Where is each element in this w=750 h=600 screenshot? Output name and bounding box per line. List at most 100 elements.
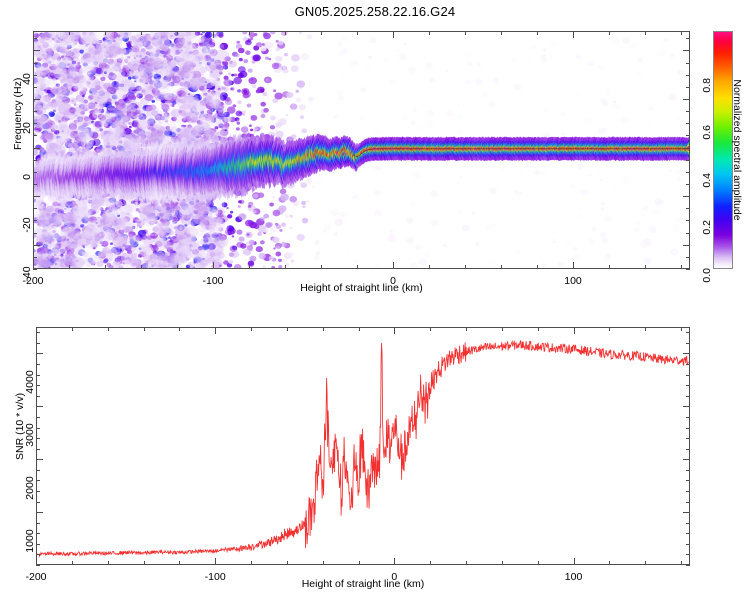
axis-tick-y [686, 256, 690, 258]
axis-tick-y [36, 469, 40, 471]
axis-tick-x [322, 327, 324, 331]
axis-tick-y [686, 533, 690, 535]
axis-tick-y [36, 522, 40, 524]
axis-tick-x [179, 561, 181, 565]
axis-tick-x [33, 31, 34, 38]
axis-tick-x [681, 327, 682, 331]
axis-tick-x [645, 31, 646, 35]
axis-tick-x [322, 561, 324, 565]
snr-panel [36, 327, 690, 565]
snr-y-axis-label: SNR (10 * v/v) [14, 392, 26, 460]
axis-tick-y [686, 385, 690, 387]
axis-tick-y [33, 50, 40, 52]
axis-tick-x [393, 31, 394, 38]
axis-tick-x [251, 561, 252, 565]
axis-tick-y [686, 364, 690, 365]
axis-tick-x [33, 262, 34, 269]
axis-tick-x [645, 327, 647, 331]
axis-tick-x [393, 262, 394, 269]
axis-tick-x [105, 31, 106, 35]
axis-tick-y [36, 512, 43, 514]
axis-tick-x [71, 561, 73, 565]
axis-tick-y [36, 554, 40, 556]
axis-tick-y [36, 342, 40, 344]
axis-tick-y [686, 171, 690, 173]
axis-tick-x [465, 265, 466, 269]
axis-tick-x [286, 561, 288, 565]
axis-tick-y [33, 220, 37, 222]
axis-tick-label-x: -200 [22, 275, 44, 287]
axis-tick-y [683, 406, 690, 408]
axis-tick-y [36, 448, 40, 450]
axis-tick-y [33, 111, 37, 113]
axis-tick-x [215, 558, 217, 565]
axis-tick-x [645, 265, 646, 269]
axis-tick-y [33, 196, 40, 198]
axis-tick-y [686, 232, 690, 234]
axis-tick-y [686, 38, 690, 40]
axis-tick-x [105, 265, 106, 269]
axis-tick-y [683, 196, 690, 198]
axis-tick-y [686, 135, 690, 137]
axis-tick-y [686, 159, 690, 161]
axis-tick-x [71, 327, 73, 331]
axis-tick-x [466, 327, 467, 331]
axis-tick-y [36, 533, 40, 535]
axis-tick-y [686, 480, 690, 482]
axis-tick-y [36, 491, 40, 492]
axis-tick-x [537, 561, 539, 565]
axis-tick-x [143, 561, 145, 565]
axis-tick-y [36, 385, 40, 387]
axis-tick-y [686, 374, 690, 376]
axis-tick-y [683, 244, 690, 246]
axis-tick-x [107, 561, 109, 565]
axis-tick-x [430, 561, 432, 565]
axis-tick-x [215, 327, 217, 334]
spectrogram-y-axis-label: Frequency (Hz) [12, 77, 24, 150]
axis-tick-y [686, 220, 690, 222]
axis-tick-x [501, 561, 503, 565]
colorbar [713, 31, 733, 269]
axis-tick-y [686, 208, 690, 210]
axis-tick-x [573, 327, 575, 334]
axis-tick-y [683, 147, 690, 149]
axis-tick-x [609, 31, 610, 35]
snr-x-axis-label: Height of straight line (km) [301, 578, 425, 590]
axis-tick-y [36, 427, 40, 429]
axis-tick-y [686, 565, 690, 566]
axis-tick-y [33, 38, 37, 40]
snr-canvas [37, 328, 689, 564]
axis-tick-x [537, 31, 538, 35]
colorbar-label: Normalized spectral amplitude [731, 79, 743, 221]
axis-tick-label-x: 100 [564, 571, 583, 583]
page-title: GN05.2025.258.22.16.G24 [294, 4, 456, 19]
axis-tick-y [686, 522, 690, 524]
axis-tick-y [686, 469, 690, 471]
axis-tick-y [683, 353, 690, 355]
axis-tick-y [33, 74, 37, 76]
axis-tick-y [686, 491, 690, 492]
axis-tick-y [686, 342, 690, 344]
axis-tick-y [686, 184, 690, 185]
axis-tick-y [686, 62, 690, 64]
axis-tick-y [33, 208, 37, 210]
spectrogram-x-axis-label: Height of straight line (km) [300, 282, 423, 294]
axis-tick-y [33, 269, 37, 270]
axis-tick-x [213, 31, 214, 38]
axis-tick-label-x: 100 [564, 275, 582, 287]
axis-tick-y [33, 123, 37, 125]
axis-tick-x [285, 265, 286, 269]
axis-tick-y [683, 50, 690, 52]
axis-tick-y [33, 147, 40, 149]
axis-tick-y [36, 353, 43, 355]
axis-tick-x [249, 31, 250, 35]
spectrogram-image [34, 32, 689, 268]
axis-tick-x [609, 327, 611, 331]
spectrogram-canvas [34, 32, 689, 268]
axis-tick-y [686, 74, 690, 76]
axis-tick-x [501, 31, 502, 35]
axis-tick-y [686, 448, 690, 450]
axis-tick-x [358, 561, 360, 565]
axis-tick-label-x: -200 [25, 571, 47, 583]
